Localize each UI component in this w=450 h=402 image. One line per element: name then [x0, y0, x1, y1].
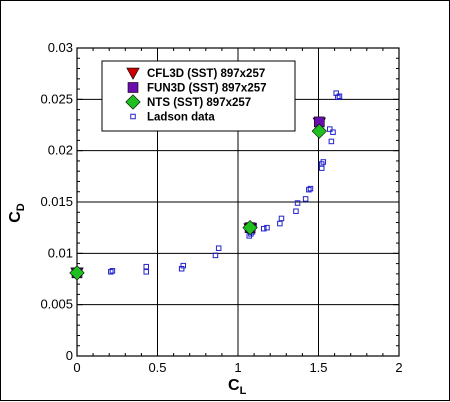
x-tick-label: 2 — [395, 360, 402, 375]
square-open-point — [306, 186, 312, 193]
square-open-point — [330, 129, 336, 135]
square-open-point — [293, 208, 299, 214]
square-open-point — [328, 138, 335, 145]
x-tick-label: 1.5 — [309, 360, 327, 375]
legend-label: CFL3D (SST) 897x257 — [147, 68, 265, 80]
square-open-point — [327, 126, 333, 132]
square-open-point — [261, 225, 267, 232]
square-open-point — [180, 262, 187, 269]
diamond-point — [311, 123, 327, 139]
legend-label: NTS (SST) 897x257 — [147, 97, 251, 109]
square-open-point — [143, 269, 149, 275]
y-tick-label: 0.025 — [40, 91, 73, 106]
legend-marker — [125, 94, 141, 110]
square-open-point — [178, 265, 185, 272]
legend: CFL3D (SST) 897x257 FUN3D (SST) 897x257 NT… — [101, 60, 296, 132]
square-open-point — [215, 245, 222, 251]
diamond-point — [242, 220, 258, 236]
square-open-point — [302, 196, 309, 202]
square-open-point — [307, 185, 314, 192]
legend-marker — [126, 67, 140, 80]
legend-label: FUN3D (SST) 897x257 — [147, 83, 267, 95]
square-open-point — [294, 200, 301, 206]
diamond-point — [69, 265, 85, 281]
y-tick-label: 0.02 — [48, 143, 73, 158]
y-axis-title: CD — [7, 203, 27, 223]
y-tick-label: 0.015 — [40, 194, 73, 209]
square-open-point — [277, 220, 283, 227]
square-open-point — [278, 215, 285, 222]
square-open-point — [335, 94, 341, 101]
square-open-point — [143, 263, 149, 270]
x-tick-label: 0.5 — [148, 360, 166, 375]
square-open-point — [109, 268, 116, 274]
y-tick-label: 0.03 — [48, 40, 73, 55]
x-tick-label: 1 — [234, 360, 241, 375]
square-open-point — [336, 93, 343, 100]
square-open-point — [212, 252, 219, 259]
legend-marker — [130, 113, 136, 120]
x-tick-label: 0 — [73, 360, 80, 375]
x-axis-title: CL — [228, 377, 247, 397]
legend-label: Ladson data — [147, 112, 215, 124]
y-tick-label: 0.005 — [40, 297, 73, 312]
square-open-point — [108, 269, 114, 275]
square-open-point — [320, 159, 327, 165]
y-tick-label: 0 — [66, 348, 73, 363]
y-tick-label: 0.01 — [48, 245, 73, 260]
data-points — [69, 90, 343, 281]
legend-marker — [127, 82, 139, 93]
axes: 0 0.5 1 1.5 2 0 0.005 0.01 0.015 0.02 0.025 0.03 — [40, 40, 402, 375]
square-open-point — [264, 224, 270, 231]
y-axis-title-group: CD — [7, 203, 27, 223]
